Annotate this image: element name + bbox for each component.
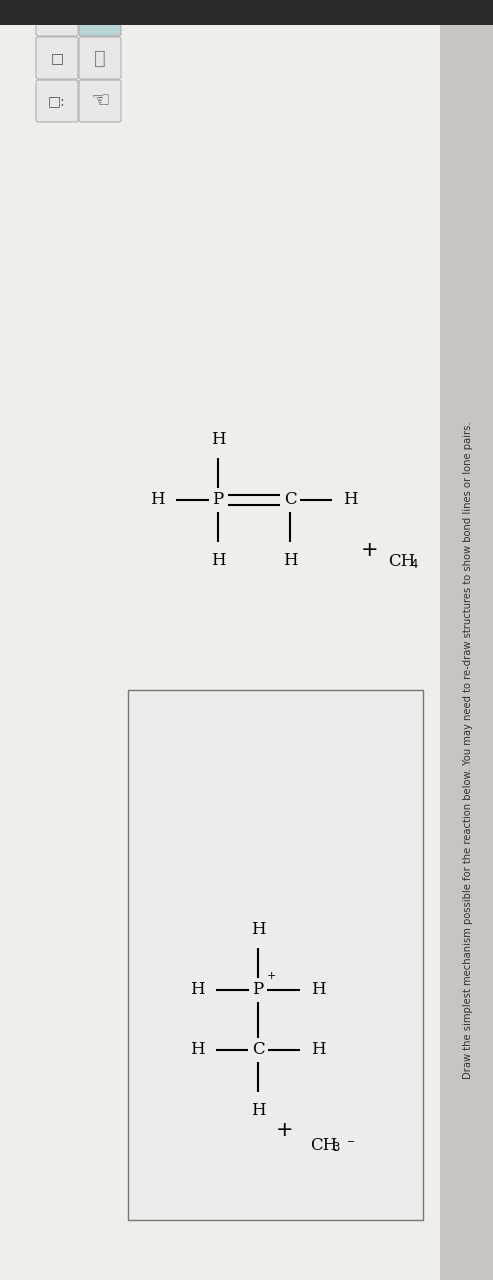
FancyBboxPatch shape xyxy=(36,37,78,79)
Text: P: P xyxy=(252,982,264,998)
Text: H: H xyxy=(250,922,265,938)
Text: H: H xyxy=(311,982,325,998)
Text: CH: CH xyxy=(388,553,415,571)
Text: □: □ xyxy=(50,51,64,65)
Text: H: H xyxy=(211,552,225,570)
Text: +: + xyxy=(361,540,379,561)
Bar xyxy=(0,0,493,26)
Text: □+: □+ xyxy=(45,8,70,22)
Text: $_4$: $_4$ xyxy=(410,553,419,571)
Text: Draw the simplest mechanism possible for the reaction below. You may need to re-: Draw the simplest mechanism possible for… xyxy=(463,421,473,1079)
Text: C: C xyxy=(283,492,296,508)
FancyBboxPatch shape xyxy=(79,37,121,79)
Text: +: + xyxy=(276,1120,294,1140)
Text: +: + xyxy=(267,972,277,980)
Text: □:: □: xyxy=(48,93,66,108)
Text: ✎: ✎ xyxy=(90,3,110,27)
Text: P: P xyxy=(212,492,224,508)
Bar xyxy=(128,690,423,1220)
Text: H: H xyxy=(190,982,205,998)
Text: $^-$: $^-$ xyxy=(344,1138,355,1152)
FancyBboxPatch shape xyxy=(36,0,78,36)
Text: H: H xyxy=(250,1102,265,1119)
Text: ⬜: ⬜ xyxy=(94,49,106,68)
Text: C: C xyxy=(252,1042,264,1059)
Text: H: H xyxy=(343,492,357,508)
Text: $_3$: $_3$ xyxy=(332,1137,341,1155)
Text: H: H xyxy=(211,431,225,448)
Text: H: H xyxy=(150,492,165,508)
FancyBboxPatch shape xyxy=(36,79,78,122)
Bar xyxy=(440,0,493,1280)
Text: ☜: ☜ xyxy=(90,91,110,111)
Text: H: H xyxy=(311,1042,325,1059)
FancyBboxPatch shape xyxy=(79,0,121,36)
Text: H: H xyxy=(190,1042,205,1059)
Text: CH: CH xyxy=(310,1137,337,1153)
Text: H: H xyxy=(282,552,297,570)
FancyBboxPatch shape xyxy=(79,79,121,122)
